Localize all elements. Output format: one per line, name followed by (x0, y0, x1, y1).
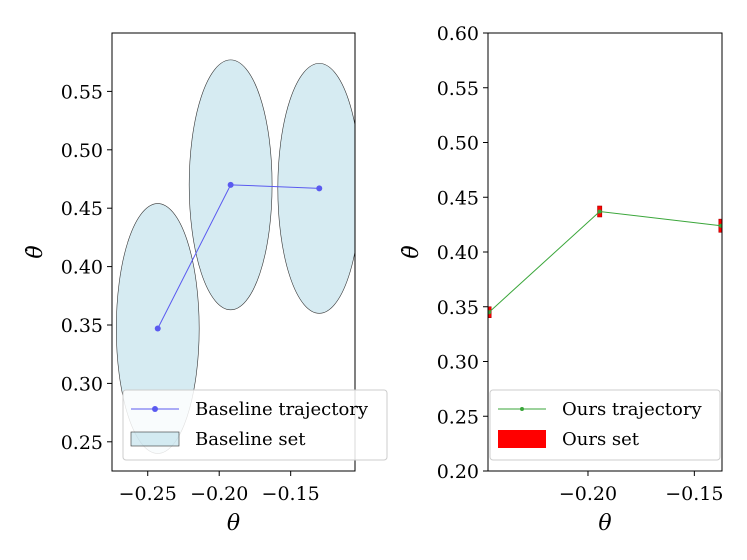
y-tick-label: 0.60 (437, 23, 479, 45)
y-tick-label: 0.35 (61, 315, 103, 337)
y-tick-label: 0.40 (61, 257, 103, 279)
trajectory-point-2 (597, 209, 602, 214)
y-tick-label: 0.50 (61, 140, 103, 162)
trajectory-line (488, 210, 721, 313)
legend-trajectory-marker (152, 406, 158, 412)
x-axis-label: θ (227, 511, 240, 536)
x-tick-label: −0.15 (665, 483, 723, 505)
legend-frame (489, 389, 721, 461)
legend: Ours trajectory Ours set (489, 389, 721, 461)
legend-trajectory-label: Baseline trajectory (195, 399, 369, 420)
y-tick-label: 0.20 (437, 461, 479, 483)
y-tick-label: 0.40 (437, 242, 479, 264)
y-tick-label: 0.55 (61, 81, 103, 103)
legend: Baseline trajectory Baseline set (122, 389, 388, 461)
x-tick-label: −0.20 (559, 483, 617, 505)
legend-set-label: Baseline set (195, 429, 306, 450)
y-tick-label: 0.45 (437, 187, 479, 209)
trajectory-point-3 (718, 223, 722, 228)
legend-frame (122, 389, 388, 461)
legend-set-label: Ours set (562, 429, 640, 450)
x-axis-label: θ (598, 511, 611, 536)
y-axis-label: θ̇ (23, 245, 48, 258)
y-tick-label: 0.25 (437, 406, 479, 428)
plot-area (488, 205, 722, 318)
x-tick-label: −0.20 (190, 483, 248, 505)
legend-trajectory-marker (520, 407, 524, 411)
panel-1: 0.25 0.30 0.35 0.40 0.45 0.50 0.55 −0.25 −0.20 −0… (23, 32, 388, 536)
y-axis-label: θ̇ (399, 245, 424, 258)
trajectory-point-2 (227, 181, 234, 188)
y-tick-label: 0.35 (437, 297, 479, 319)
y-tick-label: 0.55 (437, 78, 479, 100)
y-tick-label: 0.30 (437, 352, 479, 374)
x-tick-label: −0.25 (119, 483, 177, 505)
trajectory-point-3 (316, 185, 323, 192)
trajectory-point-1 (154, 325, 161, 332)
y-tick-label: 0.25 (61, 432, 103, 454)
y-tick-label: 0.30 (61, 373, 103, 395)
legend-trajectory-label: Ours trajectory (562, 399, 702, 420)
y-tick-label: 0.50 (437, 133, 479, 155)
panel-2: 0.20 0.25 0.30 0.35 0.40 0.45 0.50 0.55 0.60 −0.2… (399, 23, 723, 536)
legend-set-swatch (130, 431, 180, 447)
axes-frame (111, 32, 356, 472)
legend-set-swatch (498, 430, 546, 448)
x-tick-label: −0.15 (262, 483, 320, 505)
y-tick-label: 0.45 (61, 198, 103, 220)
trajectory-point-1 (488, 310, 492, 315)
